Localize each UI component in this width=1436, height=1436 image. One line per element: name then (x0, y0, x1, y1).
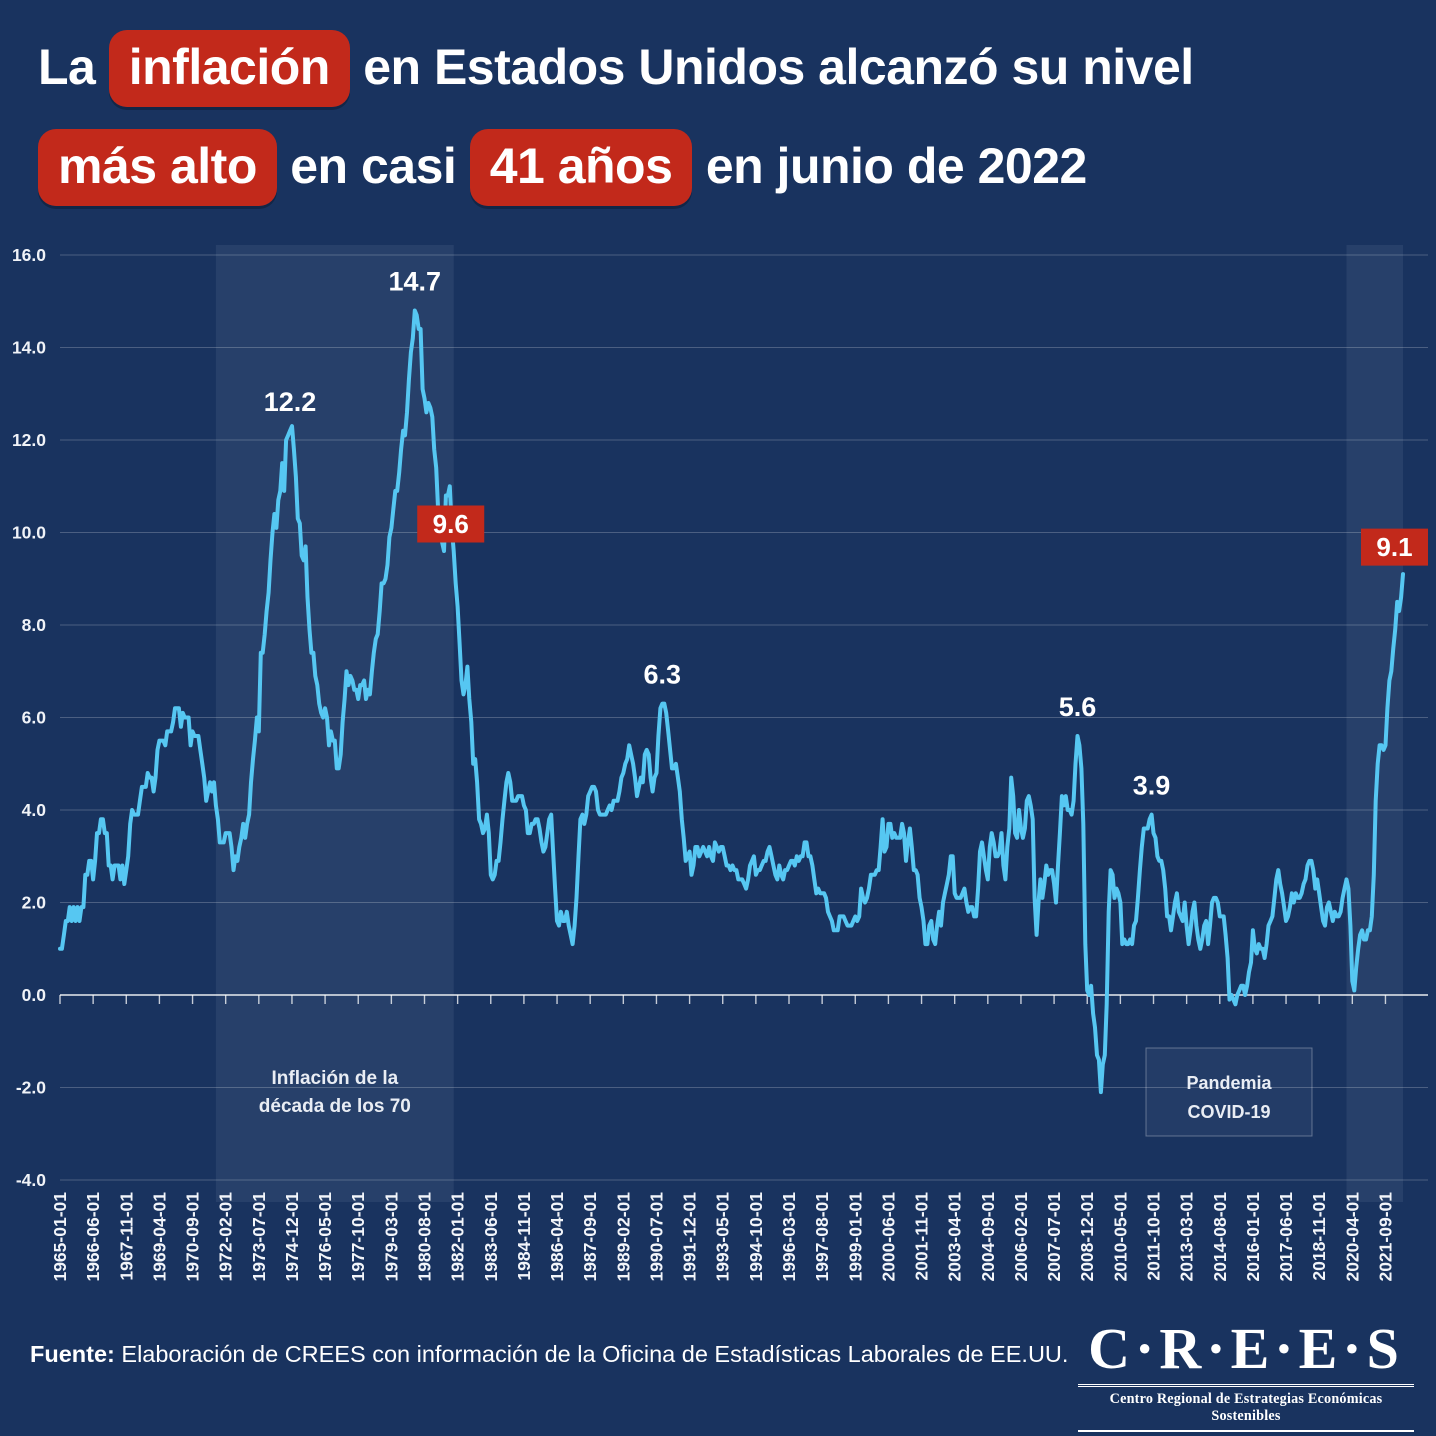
x-axis-label: 2017-06-01 (1276, 1192, 1296, 1282)
x-axis-label: 2010-05-01 (1110, 1192, 1130, 1282)
y-axis-label: 12.0 (12, 430, 46, 450)
title-text: en junio de 2022 (692, 138, 1088, 194)
crees-wordmark: C·R·E·E·S (1078, 1318, 1414, 1387)
red-badge (1361, 528, 1428, 566)
y-axis-label: 0.0 (22, 985, 47, 1005)
x-axis-label: 1987-09-01 (580, 1192, 600, 1282)
crees-subtitle: Centro Regional de Estrategias Económica… (1078, 1387, 1414, 1432)
x-axis-label: 1993-05-01 (713, 1192, 733, 1282)
y-axis-label: 10.0 (12, 523, 46, 543)
y-axis-label: 4.0 (22, 800, 47, 820)
y-axis-label: -4.0 (16, 1170, 46, 1190)
covid-label-box (1145, 1047, 1313, 1137)
x-axis-label: 1977-10-01 (348, 1192, 368, 1282)
x-axis-label: 2007-07-01 (1044, 1192, 1064, 1282)
covid-label-line1: Pandemia (1186, 1073, 1272, 1093)
peak-label: 12.2 (264, 387, 317, 417)
x-axis-label: 2013-03-01 (1177, 1192, 1197, 1282)
peak-label: 5.6 (1059, 692, 1097, 722)
x-axis-label: 1989-02-01 (613, 1192, 633, 1282)
x-axis-label: 2004-09-01 (978, 1192, 998, 1282)
x-axis-label: 2016-01-01 (1243, 1192, 1263, 1282)
red-badge (417, 505, 485, 543)
y-axis-label: 14.0 (12, 338, 46, 358)
x-axis-label: 1966-06-01 (83, 1192, 103, 1282)
title-line-2: más alto en casi 41 años en junio de 202… (38, 117, 1430, 216)
x-axis-label: 1965-01-01 (50, 1192, 70, 1282)
x-axis-label: 1983-06-01 (481, 1192, 501, 1282)
covid-band (1346, 245, 1403, 1202)
x-axis-label: 1996-03-01 (779, 1192, 799, 1282)
inflation-line (58, 308, 1405, 1095)
x-axis-label: 2006-02-01 (1011, 1192, 1031, 1282)
seventies-label-line1: Inflación de la (271, 1068, 398, 1089)
peak-label: 3.9 (1133, 771, 1171, 801)
x-axis-label: 2000-06-01 (878, 1192, 898, 1282)
x-axis-label: 1979-03-01 (381, 1192, 401, 1282)
x-axis-label: 1994-10-01 (746, 1192, 766, 1282)
x-axis-label: 1974-12-01 (282, 1192, 302, 1282)
x-axis-label: 1980-08-01 (415, 1192, 435, 1282)
x-axis-label: 1973-07-01 (249, 1192, 269, 1282)
x-axis-label: 2014-08-01 (1210, 1192, 1230, 1282)
x-axis-label: 2008-12-01 (1077, 1192, 1097, 1282)
x-axis-label: 1967-11-01 (116, 1192, 136, 1281)
crees-logo: C·R·E·E·S Centro Regional de Estrategias… (1078, 1318, 1414, 1432)
x-axis-label: 2001-11-01 (912, 1192, 932, 1281)
x-axis-label: 1986-04-01 (547, 1192, 567, 1282)
y-axis-label: 2.0 (22, 893, 47, 913)
title-highlight: más alto (38, 129, 277, 206)
x-axis-label: 1997-08-01 (812, 1192, 832, 1282)
peak-label: 6.3 (644, 660, 682, 690)
y-axis-label: 16.0 (12, 245, 46, 265)
source-note: Fuente: Elaboración de CREES con informa… (30, 1336, 1078, 1373)
x-axis-label: 2020-04-01 (1342, 1192, 1362, 1282)
y-axis-label: -2.0 (16, 1078, 46, 1098)
red-badge-label: 9.1 (1376, 532, 1412, 562)
x-axis-label: 1969-04-01 (149, 1192, 169, 1282)
page-title: La inflación en Estados Unidos alcanzó s… (38, 18, 1430, 216)
y-axis-label: 8.0 (22, 615, 47, 635)
title-highlight: 41 años (469, 129, 693, 206)
x-axis-label: 1990-07-01 (646, 1192, 666, 1282)
source-label: Fuente: (30, 1341, 115, 1367)
x-axis-label: 1970-09-01 (183, 1192, 203, 1282)
source-text: Elaboración de CREES con información de … (114, 1341, 1069, 1367)
title-highlight: inflación (108, 30, 350, 107)
peak-label: 14.7 (388, 267, 441, 297)
title-text: La (38, 39, 109, 95)
seventies-inflation-band (215, 245, 454, 1202)
covid-label-line2: COVID-19 (1187, 1102, 1270, 1122)
x-axis-label: 1999-01-01 (845, 1192, 865, 1282)
x-axis-label: 1991-12-01 (680, 1192, 700, 1282)
x-axis-label: 2003-04-01 (945, 1192, 965, 1282)
x-axis-label: 2018-11-01 (1309, 1192, 1329, 1281)
y-axis-label: 6.0 (22, 708, 47, 728)
x-axis-label: 1972-02-01 (216, 1192, 236, 1282)
x-axis-label: 1982-01-01 (448, 1192, 468, 1282)
red-badge-label: 9.6 (433, 509, 469, 539)
x-axis-label: 2011-10-01 (1144, 1192, 1164, 1281)
x-axis-label: 2021-09-01 (1375, 1192, 1395, 1282)
title-line-1: La inflación en Estados Unidos alcanzó s… (38, 18, 1430, 117)
title-text: en casi (276, 138, 470, 194)
title-text: en Estados Unidos alcanzó su nivel (349, 39, 1194, 95)
x-axis-label: 1984-11-01 (514, 1192, 534, 1281)
x-axis-label: 1976-05-01 (315, 1192, 335, 1282)
seventies-label-line2: década de los 70 (259, 1096, 411, 1117)
